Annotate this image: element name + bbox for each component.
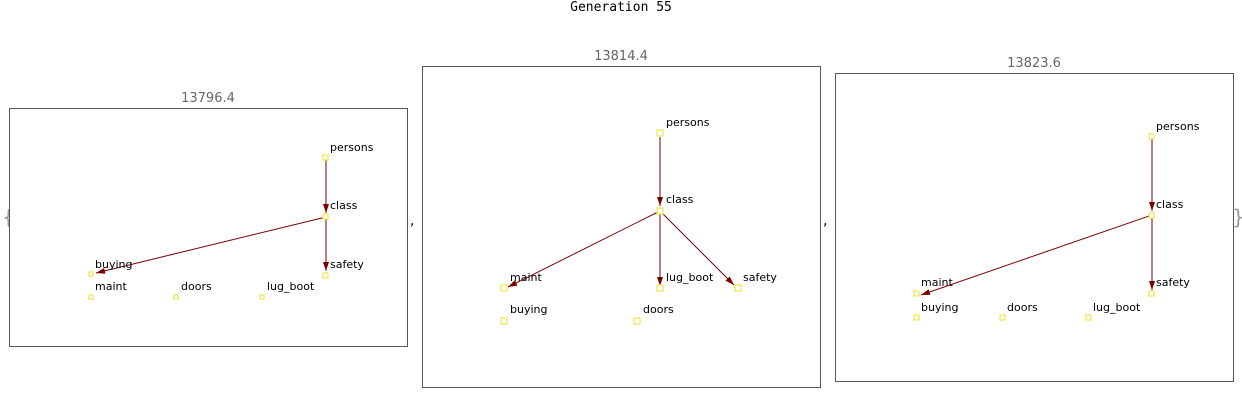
- graph-edges-3: [920, 139, 1155, 296]
- node-buying: buying: [913, 301, 958, 321]
- arrowhead: [1149, 202, 1155, 211]
- node-doors: doors: [173, 280, 212, 300]
- edge-class-buying: [95, 216, 327, 274]
- arrowhead: [725, 276, 734, 285]
- graph-nodes-2: persons class maint lug_boot safety buyi…: [500, 116, 777, 325]
- arrowhead: [96, 267, 106, 274]
- node-buying: buying: [500, 303, 547, 325]
- node-safety: safety: [1148, 276, 1190, 297]
- svg-text:safety: safety: [1156, 276, 1190, 289]
- node-lug_boot: lug_boot: [259, 280, 315, 300]
- svg-text:lug_boot: lug_boot: [1093, 301, 1141, 314]
- node-lug_boot: lug_boot: [1085, 301, 1141, 321]
- svg-text:persons: persons: [1156, 120, 1200, 133]
- graph-canvas-3: persons class maint safety buying doors: [913, 120, 1200, 321]
- node-doors: doors: [633, 303, 674, 325]
- svg-text:class: class: [666, 193, 694, 206]
- graph-edges-2: [507, 137, 735, 288]
- svg-text:doors: doors: [181, 280, 212, 293]
- node-persons: persons: [656, 116, 710, 137]
- node-class: class: [1148, 198, 1184, 219]
- svg-text:maint: maint: [95, 280, 127, 293]
- svg-text:persons: persons: [330, 141, 374, 154]
- svg-text:buying: buying: [510, 303, 547, 316]
- graph-edges-1: [95, 158, 329, 274]
- svg-text:buying: buying: [95, 258, 132, 271]
- arrowhead: [508, 280, 518, 287]
- node-class: class: [322, 199, 358, 220]
- graph-canvas-1: persons class buying safety maint doors: [88, 141, 374, 300]
- edge-class-maint: [507, 210, 661, 288]
- node-maint: maint: [88, 280, 127, 300]
- node-maint: maint: [500, 271, 542, 292]
- graph-canvas-2: persons class maint lug_boot safety buyi…: [500, 116, 777, 325]
- graph-score-1: 13796.4: [181, 91, 235, 106]
- svg-text:buying: buying: [921, 301, 958, 314]
- arrowhead: [921, 289, 931, 295]
- svg-text:class: class: [1156, 198, 1184, 211]
- node-safety: safety: [322, 258, 364, 279]
- graph-score-2: 13814.4: [594, 49, 648, 64]
- node-persons: persons: [322, 141, 374, 161]
- arrowhead: [323, 204, 329, 213]
- edge-class-safety: [659, 210, 735, 286]
- arrowhead: [323, 262, 329, 271]
- node-lug_boot: lug_boot: [656, 271, 714, 292]
- svg-text:class: class: [330, 199, 358, 212]
- graph-panel-3: persons class maint safety buying doors: [835, 73, 1234, 382]
- node-class: class: [656, 193, 694, 215]
- node-buying: buying: [88, 258, 132, 277]
- node-safety: safety: [734, 271, 777, 292]
- graph-panel-2: persons class maint lug_boot safety buyi…: [422, 66, 821, 388]
- generation-title: Generation 55: [570, 0, 672, 15]
- svg-text:safety: safety: [330, 258, 364, 271]
- arrowhead: [657, 197, 663, 206]
- set-close-brace: }: [1232, 206, 1242, 228]
- node-maint: maint: [913, 276, 953, 297]
- arrowhead: [1149, 281, 1155, 290]
- svg-text:doors: doors: [1007, 301, 1038, 314]
- arrowhead: [657, 277, 663, 286]
- node-doors: doors: [999, 301, 1038, 321]
- svg-text:doors: doors: [643, 303, 674, 316]
- svg-text:lug_boot: lug_boot: [267, 280, 315, 293]
- svg-text:persons: persons: [666, 116, 710, 129]
- svg-text:maint: maint: [921, 276, 953, 289]
- svg-text:safety: safety: [743, 271, 777, 284]
- separator-comma-1: ,: [410, 213, 415, 229]
- graph-nodes-3: persons class maint safety buying doors: [913, 120, 1200, 321]
- svg-text:maint: maint: [510, 271, 542, 284]
- graph-score-3: 13823.6: [1007, 56, 1061, 71]
- graph-nodes-1: persons class buying safety maint doors: [88, 141, 374, 300]
- svg-text:lug_boot: lug_boot: [666, 271, 714, 284]
- edge-class-maint: [920, 214, 1153, 296]
- graph-panel-1: persons class buying safety maint doors: [9, 108, 408, 347]
- separator-comma-2: ,: [823, 213, 828, 229]
- node-persons: persons: [1148, 120, 1200, 140]
